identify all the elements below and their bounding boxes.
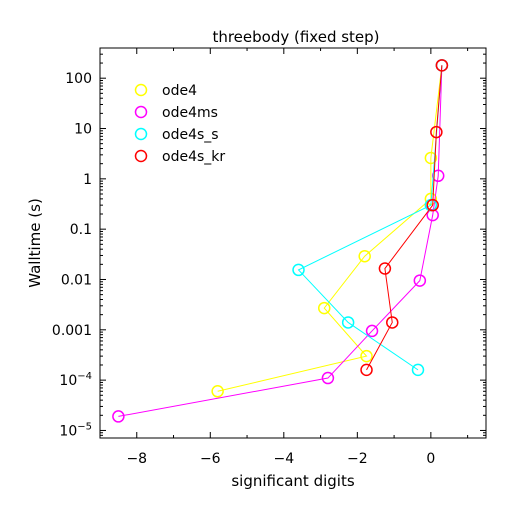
x-axis-title: significant digits xyxy=(231,472,354,490)
x-tick-label: −4 xyxy=(273,451,294,467)
series-ode4s_s xyxy=(292,59,449,377)
legend-label: ode4ms xyxy=(162,105,218,121)
data-point-ode4s_s xyxy=(341,316,355,329)
legend-item-ode4s_kr: ode4s_kr xyxy=(134,149,225,165)
data-point-ode4s_kr xyxy=(435,59,449,72)
plot-frame xyxy=(99,47,487,439)
y-tick-label: 10−5 xyxy=(59,421,92,439)
data-point-ode4s_s xyxy=(411,363,425,377)
series-layer xyxy=(112,59,449,423)
x-tick-label: −2 xyxy=(347,451,368,467)
legend-marker xyxy=(134,83,148,97)
data-point-ode4 xyxy=(360,349,373,363)
legend: ode4 ode4ms ode4s_s ode4s_kr xyxy=(134,83,225,165)
series-line-ode4s_kr xyxy=(366,65,443,371)
data-point-ode4ms xyxy=(321,371,335,385)
data-point-ode4s_kr xyxy=(430,125,443,139)
series-ode4s_kr xyxy=(360,59,449,377)
y-tick-label: 1 xyxy=(83,172,92,188)
data-point-ode4s_kr xyxy=(378,262,392,275)
data-point-ode4s_kr xyxy=(426,198,439,212)
series-line-ode4ms xyxy=(118,65,443,417)
data-point-ode4 xyxy=(317,301,331,315)
y-tick-label: 10−4 xyxy=(59,371,92,389)
data-point-ode4 xyxy=(424,151,438,165)
legend-label: ode4 xyxy=(162,83,197,99)
series-ode4 xyxy=(211,59,449,398)
series-line-ode4 xyxy=(217,65,443,392)
x-tick-label: −8 xyxy=(126,451,147,467)
x-tick-label: 0 xyxy=(426,451,435,467)
data-point-ode4 xyxy=(358,249,371,263)
y-tick-label: 100 xyxy=(65,71,92,87)
legend-item-ode4s_s: ode4s_s xyxy=(134,127,219,143)
y-tick-label: 0.01 xyxy=(61,272,92,288)
axis-ticks: −8 −6 −4 −2 0 100 10 1 0.1 0.01 0.001 10−4 10−5 xyxy=(52,48,486,467)
y-tick-label: 0.1 xyxy=(70,222,92,238)
data-point-ode4s_kr xyxy=(386,316,399,329)
legend-marker xyxy=(134,127,148,141)
y-axis-title: Walltime (s) xyxy=(26,198,44,288)
data-point-ode4ms xyxy=(112,410,125,423)
data-point-ode4s_kr xyxy=(360,363,373,377)
data-point-ode4 xyxy=(211,385,224,398)
data-point-ode4ms xyxy=(365,324,379,338)
data-point-ode4ms xyxy=(413,274,427,287)
legend-item-ode4ms: ode4ms xyxy=(134,105,218,121)
legend-marker xyxy=(134,149,148,163)
series-line-ode4s_s xyxy=(297,65,443,371)
chart-title: threebody (fixed step) xyxy=(212,28,379,46)
y-tick-label: 10 xyxy=(74,122,92,138)
legend-label: ode4s_s xyxy=(162,127,219,143)
data-point-ode4s_s xyxy=(292,263,305,277)
y-tick-label: 0.001 xyxy=(52,323,92,339)
legend-item-ode4: ode4 xyxy=(134,83,197,99)
legend-marker xyxy=(134,105,148,119)
legend-label: ode4s_kr xyxy=(162,149,225,165)
x-tick-label: −6 xyxy=(200,451,221,467)
